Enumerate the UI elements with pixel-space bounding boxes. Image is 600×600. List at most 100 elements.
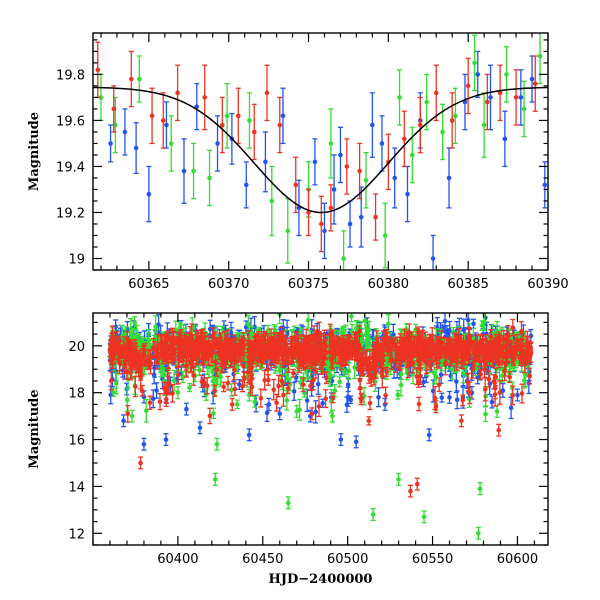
data-point xyxy=(243,161,249,209)
data-point xyxy=(452,87,458,145)
outlier-point xyxy=(494,404,500,418)
data-point xyxy=(482,406,488,423)
data-point xyxy=(191,365,197,386)
data-point xyxy=(475,50,481,99)
x-tick-label: 60380 xyxy=(368,277,409,292)
data-point xyxy=(513,69,519,126)
data-point xyxy=(296,349,302,374)
data-point xyxy=(219,96,225,154)
data-point xyxy=(500,383,506,398)
data-point xyxy=(337,376,343,388)
data-point xyxy=(462,73,468,131)
data-point xyxy=(234,399,240,410)
plot-area xyxy=(107,313,534,540)
data-point xyxy=(221,381,227,393)
data-point xyxy=(521,80,527,138)
data-point xyxy=(304,388,310,413)
outlier-point xyxy=(496,423,502,437)
data-point xyxy=(503,46,509,103)
data-point xyxy=(366,320,372,340)
model-curve xyxy=(93,86,548,214)
outlier-point xyxy=(277,407,283,421)
data-point xyxy=(95,41,101,99)
data-point xyxy=(397,69,403,126)
x-axis-label: HJD−2400000 xyxy=(269,572,373,587)
data-point xyxy=(209,366,215,378)
data-point xyxy=(232,382,238,396)
data-point xyxy=(477,354,483,368)
data-point xyxy=(542,161,548,209)
data-point xyxy=(382,202,388,269)
data-point xyxy=(310,369,316,391)
data-point xyxy=(137,338,143,349)
data-point xyxy=(529,55,535,103)
data-point xyxy=(280,87,286,145)
data-point xyxy=(472,34,478,92)
data-point xyxy=(427,361,433,371)
data-point xyxy=(224,82,230,149)
data-point xyxy=(486,370,492,388)
data-point xyxy=(175,64,181,122)
data-point xyxy=(537,33,543,85)
x-tick-label: 60375 xyxy=(288,277,329,292)
outlier-point xyxy=(514,388,520,402)
data-point xyxy=(297,398,303,421)
data-point xyxy=(347,200,353,248)
data-point xyxy=(376,387,382,408)
data-point xyxy=(225,375,231,391)
outlier-point xyxy=(329,409,335,423)
data-point xyxy=(258,388,264,408)
data-point xyxy=(291,381,297,401)
data-point xyxy=(484,73,490,131)
data-point xyxy=(165,375,171,394)
data-point xyxy=(430,234,436,270)
outlier-point xyxy=(426,428,432,442)
outlier-point xyxy=(447,390,453,404)
data-point xyxy=(157,392,163,411)
outlier-point xyxy=(121,414,127,428)
data-point xyxy=(363,152,369,209)
data-point xyxy=(507,371,513,384)
data-point xyxy=(405,165,411,223)
data-point xyxy=(392,147,398,209)
data-point xyxy=(439,392,445,403)
y-tick-label: 20 xyxy=(68,340,85,355)
x-tick-label: 60385 xyxy=(447,277,488,292)
outlier-point xyxy=(163,433,169,447)
data-point xyxy=(510,385,516,406)
data-point xyxy=(492,382,498,407)
data-point xyxy=(191,142,197,200)
data-point xyxy=(202,64,208,131)
data-point xyxy=(163,101,169,149)
data-point xyxy=(296,179,302,237)
data-point xyxy=(428,345,434,366)
plot-frame xyxy=(92,32,549,271)
data-point xyxy=(246,92,252,149)
data-point xyxy=(306,188,312,237)
data-point xyxy=(497,380,503,405)
data-point xyxy=(506,349,512,358)
outlier-point xyxy=(197,421,203,435)
outlier-point xyxy=(475,526,481,540)
data-point xyxy=(262,131,268,193)
y-tick-label: 19.6 xyxy=(56,114,85,129)
data-point xyxy=(160,92,166,149)
data-point xyxy=(383,386,389,405)
outlier-point xyxy=(407,484,413,498)
bottom-panel-full-light-curve: 60400 60450 60500 60550 60600 12 14 16 18 20 Magni… xyxy=(27,312,549,587)
data-point xyxy=(433,64,439,122)
x-tick-label: 60550 xyxy=(412,552,453,567)
data-point xyxy=(241,371,247,386)
data-point xyxy=(518,69,524,126)
outlier-point xyxy=(214,437,220,451)
data-point xyxy=(277,96,283,154)
outlier-point xyxy=(414,477,420,491)
data-point xyxy=(305,313,311,329)
data-point xyxy=(252,395,258,408)
data-point xyxy=(300,377,306,393)
data-point xyxy=(446,147,452,209)
data-point xyxy=(136,55,142,103)
outlier-point xyxy=(212,472,218,486)
data-point xyxy=(337,126,343,184)
outlier-point xyxy=(246,428,252,442)
